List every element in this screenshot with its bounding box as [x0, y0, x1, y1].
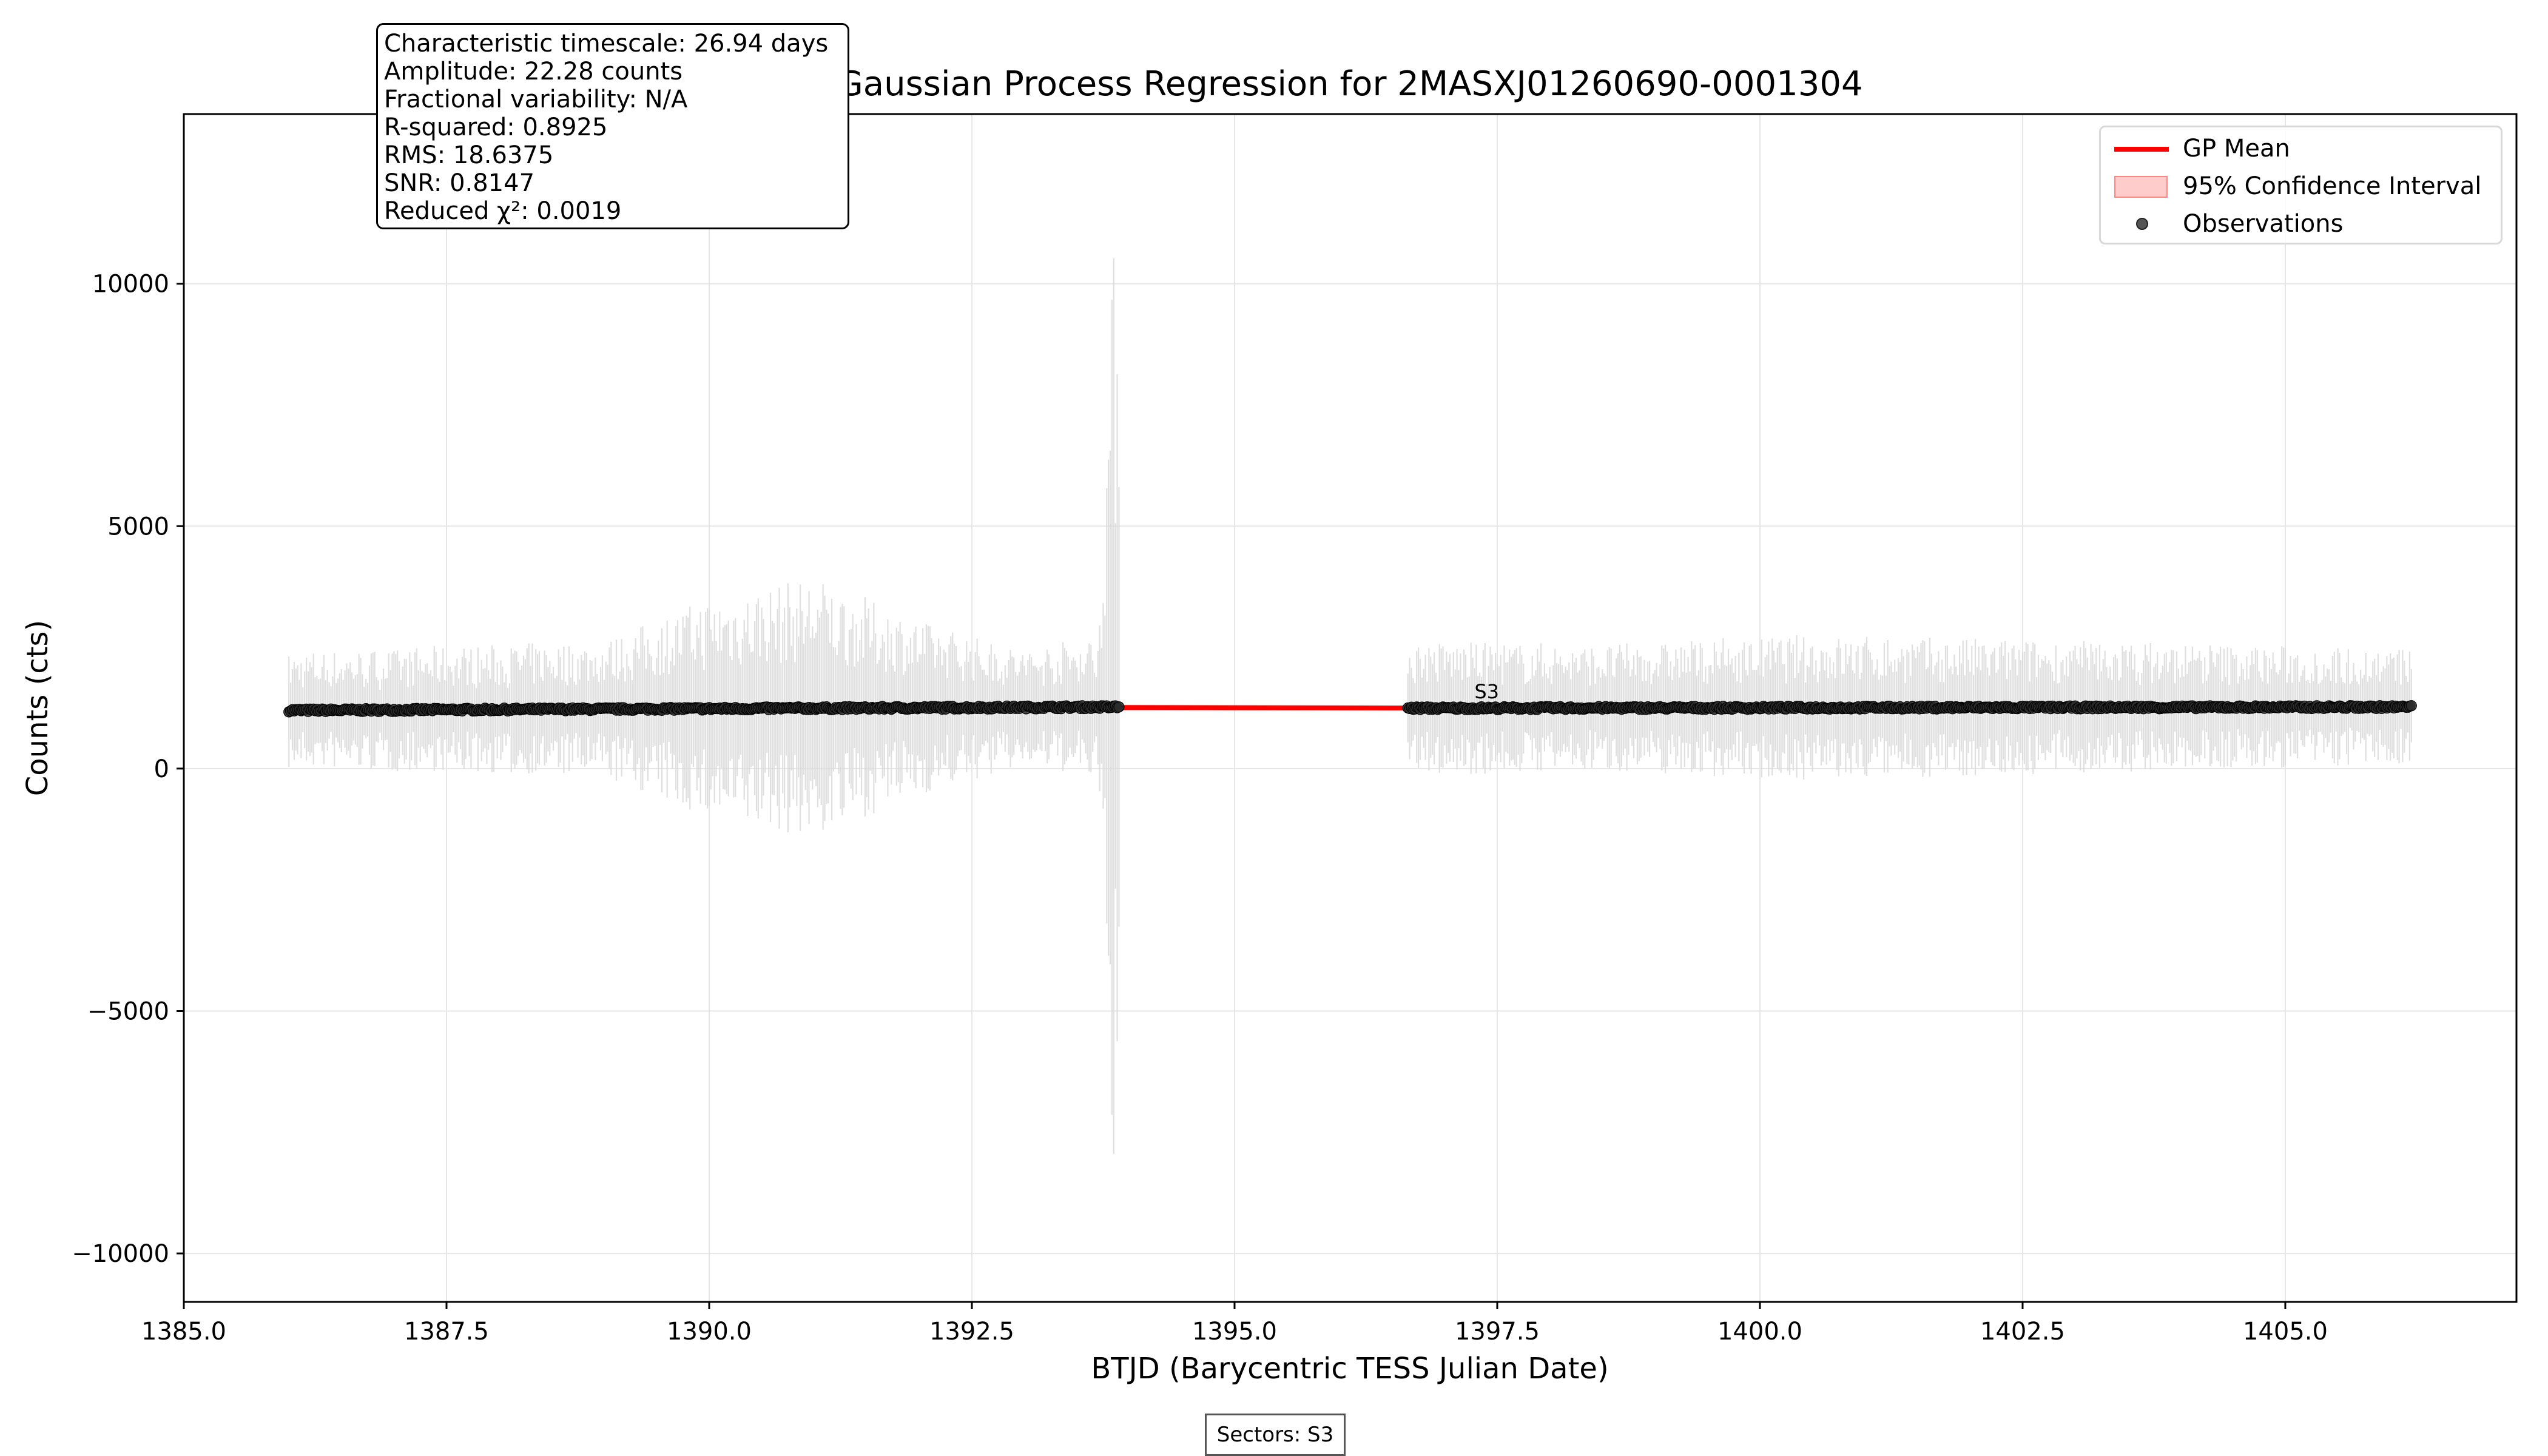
y-tick-label: 10000 — [92, 271, 169, 298]
x-axis-label: BTJD (Barycentric TESS Julian Date) — [1091, 1352, 1608, 1386]
x-tick-label: 1387.5 — [404, 1318, 489, 1346]
legend-item-gp-mean: GP Mean — [2101, 133, 2501, 164]
x-tick-label: 1385.0 — [141, 1318, 226, 1346]
x-tick-label: 1390.0 — [667, 1318, 752, 1346]
legend-line-swatch — [2114, 147, 2169, 152]
y-tick-label: −5000 — [87, 997, 169, 1025]
x-tick-label: 1395.0 — [1192, 1318, 1277, 1346]
y-tick-label: 5000 — [107, 513, 169, 541]
y-axis-label: Counts (cts) — [21, 620, 55, 796]
observation-point — [1113, 701, 1125, 713]
legend-dot-swatch — [2136, 218, 2148, 230]
stat-snr: SNR: 0.8147 — [384, 169, 535, 197]
stat-timescale: Characteristic timescale: 26.94 days — [384, 30, 829, 58]
chart-title: Gaussian Process Regression for 2MASXJ01… — [837, 64, 1862, 104]
stat-amplitude: Amplitude: 22.28 counts — [384, 58, 683, 86]
stat-fractional-variability: Fractional variability: N/A — [384, 86, 688, 113]
stat-rms: RMS: 18.6375 — [384, 141, 554, 169]
legend-label-observations: Observations — [2183, 210, 2344, 238]
plot-frame — [183, 113, 2518, 1303]
stat-reduced-chi2: Reduced χ²: 0.0019 — [384, 197, 622, 225]
legend-label-gp-mean: GP Mean — [2183, 135, 2290, 163]
x-tick-label: 1392.5 — [929, 1318, 1014, 1346]
legend-label-confidence: 95% Confidence Interval — [2183, 172, 2482, 200]
legend-item-observations: Observations — [2101, 209, 2501, 239]
y-tick-label: −10000 — [72, 1240, 169, 1268]
sector-annotation: S3 — [1474, 680, 1499, 703]
x-tick-label: 1405.0 — [2243, 1318, 2328, 1346]
x-tick-label: 1402.5 — [1980, 1318, 2065, 1346]
y-tick-label: 0 — [154, 755, 169, 783]
legend-band-swatch — [2114, 176, 2168, 198]
observation-point — [2405, 700, 2417, 712]
legend: GP Mean 95% Confidence Interval Observat… — [2099, 126, 2502, 244]
observation-points — [283, 700, 2417, 718]
error-bars — [288, 258, 2412, 1154]
stats-box: Characteristic timescale: 26.94 days Amp… — [376, 23, 849, 229]
sectors-box: Sectors: S3 — [1205, 1414, 1346, 1456]
x-tick-label: 1400.0 — [1717, 1318, 1802, 1346]
legend-item-confidence: 95% Confidence Interval — [2101, 171, 2501, 201]
y-axis: −10000 −5000 0 5000 10000 — [72, 271, 184, 1268]
x-tick-label: 1397.5 — [1455, 1318, 1540, 1346]
stat-r-squared: R-squared: 0.8925 — [384, 113, 608, 141]
x-axis: 1385.0 1387.5 1390.0 1392.5 1395.0 1397.5 1400… — [141, 1302, 2328, 1346]
